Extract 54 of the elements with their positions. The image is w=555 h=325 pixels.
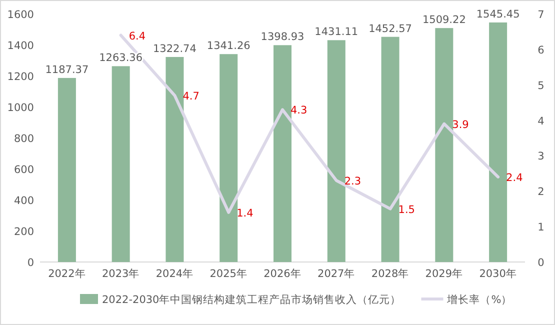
data-label: 1341.26: [206, 40, 251, 52]
bar: [58, 78, 76, 262]
data-label: 1322.74: [153, 42, 197, 55]
y2-tick-label: 7: [538, 9, 544, 21]
y2-tick-label: 4: [538, 115, 545, 128]
data-label: 4.7: [182, 90, 200, 102]
data-label: 1452.57: [368, 22, 412, 35]
y-tick-label: 1000: [7, 102, 34, 114]
x-tick-label: 2028年: [371, 268, 410, 280]
data-label: 3.9: [452, 118, 469, 131]
y-tick-label: 1400: [7, 40, 34, 52]
bar: [327, 40, 346, 262]
x-tick-label: 2026年: [264, 268, 302, 280]
x-tick-label: 2030年: [479, 268, 517, 280]
x-tick-label: 2027年: [318, 268, 356, 280]
y-tick-label: 400: [14, 195, 34, 207]
data-label: 6.4: [128, 30, 146, 42]
y2-tick-label: 3: [538, 150, 544, 163]
bar: [166, 56, 184, 262]
bar: [381, 36, 400, 262]
data-label: 1.5: [398, 204, 415, 216]
y2-tick-label: 5: [538, 80, 544, 92]
data-label: 1431.11: [314, 26, 358, 38]
data-label: 4.3: [290, 104, 308, 117]
x-tick-label: 2022年: [48, 268, 86, 280]
y-tick-label: 600: [14, 164, 34, 176]
data-label: 1398.93: [260, 31, 304, 44]
y-tick-label: 0: [27, 257, 34, 269]
legend-label: 2022-2030年中国钢结构建筑工程产品市场销售收入（亿元）: [102, 293, 402, 306]
legend-label: 增长率（%）: [446, 293, 512, 306]
x-tick-label: 2029年: [425, 268, 464, 280]
bar: [112, 66, 130, 262]
y-tick-label: 200: [14, 226, 34, 238]
bar: [489, 22, 508, 262]
y2-tick-label: 6: [538, 44, 545, 56]
y2-tick-label: 0: [538, 257, 544, 269]
bar: [220, 54, 238, 262]
y-tick-label: 1200: [7, 71, 34, 83]
x-tick-label: 2024年: [156, 268, 194, 280]
y-tick-label: 800: [14, 133, 34, 145]
x-tick-label: 2023年: [102, 268, 140, 280]
data-label: 1263.36: [99, 52, 143, 64]
bar: [435, 28, 454, 262]
data-label: 1.4: [236, 207, 254, 220]
data-label: 1509.22: [422, 14, 466, 26]
data-label: 1545.45: [476, 8, 520, 20]
bar: [274, 45, 292, 262]
data-label: 1187.37: [45, 64, 89, 76]
y2-tick-label: 1: [538, 222, 544, 234]
data-label: 2.4: [506, 172, 524, 184]
data-label: 2.3: [344, 176, 362, 188]
x-tick-label: 2025年: [210, 268, 248, 280]
y2-tick-label: 2: [538, 186, 544, 198]
y-tick-label: 1600: [7, 9, 34, 21]
